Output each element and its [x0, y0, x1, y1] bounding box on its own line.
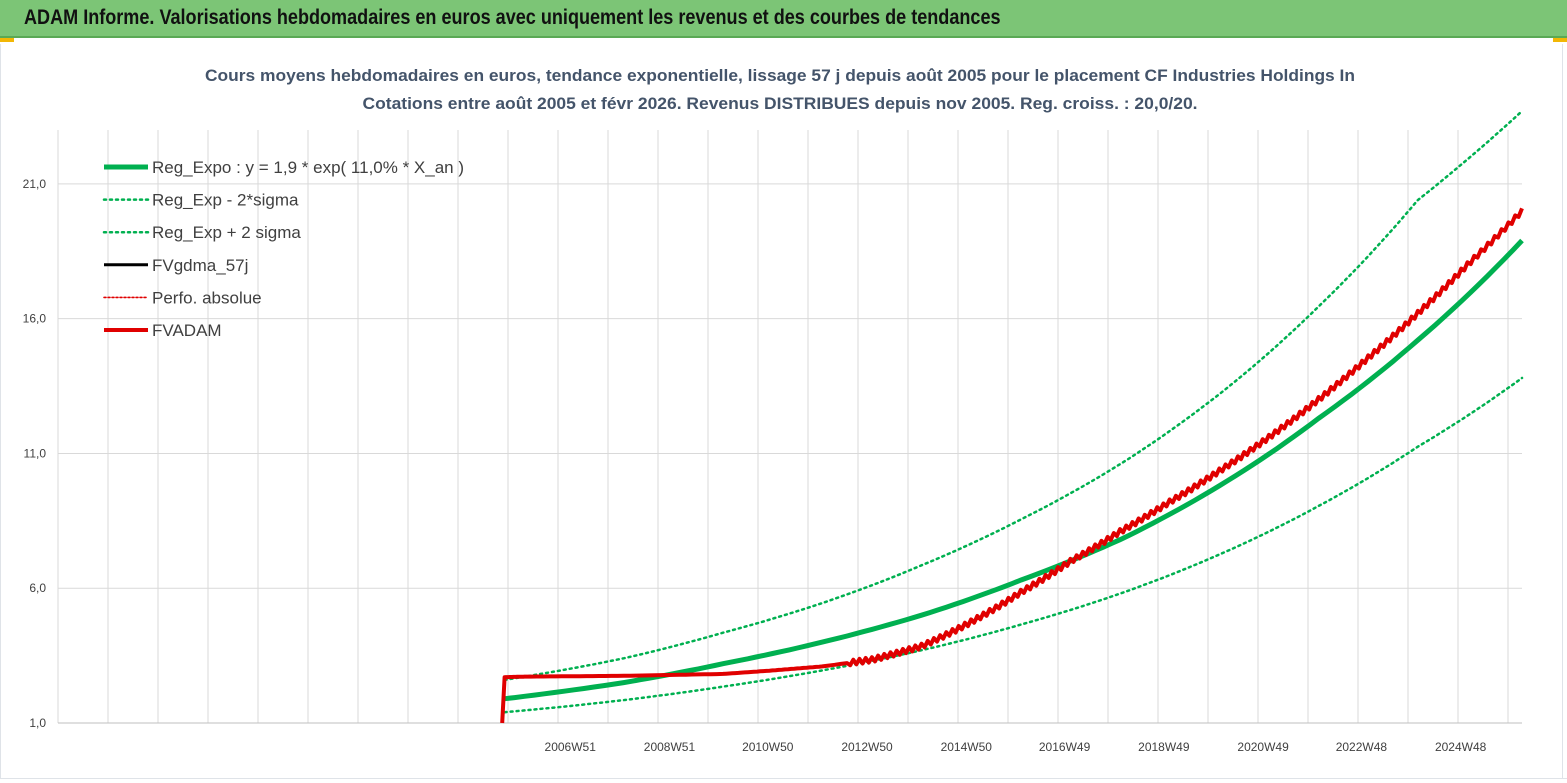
- accent-mark-left: [0, 38, 14, 42]
- y-tick-label: 6,0: [29, 581, 46, 595]
- x-tick-label: 2014W50: [941, 740, 993, 754]
- legend: Reg_Expo : y = 1,9 * exp( 11,0% * X_an )…: [102, 158, 464, 340]
- accent-mark-right: [1553, 38, 1567, 42]
- frame-right: [1562, 44, 1563, 779]
- x-tick-label: 2010W50: [742, 740, 794, 754]
- series-reg-expo: [504, 238, 1524, 702]
- report-title: ADAM Informe. Valorisations hebdomadaire…: [24, 6, 1001, 29]
- legend-label: Reg_Expo : y = 1,9 * exp( 11,0% * X_an ): [152, 158, 464, 177]
- series-reg-exp-plus-2sigma: [503, 109, 1524, 682]
- x-tick-label: 2012W50: [841, 740, 893, 754]
- gridlines: [57, 130, 1522, 723]
- y-tick-label: 16,0: [23, 312, 47, 326]
- series-group: [500, 109, 1524, 724]
- chart-title: Cours moyens hebdomadaires en euros, ten…: [205, 66, 1355, 85]
- x-tick-label: 2008W51: [644, 740, 696, 754]
- x-tick-label: 2018W49: [1138, 740, 1190, 754]
- x-tick-label: 2006W51: [545, 740, 597, 754]
- x-tick-label: 2024W48: [1435, 740, 1487, 754]
- frame-left: [0, 44, 1, 779]
- legend-label: Reg_Exp + 2 sigma: [152, 223, 301, 242]
- title-bar: ADAM Informe. Valorisations hebdomadaire…: [0, 0, 1567, 38]
- series-reg-exp-minus-2sigma: [503, 376, 1524, 714]
- chart-subtitle: Cotations entre août 2005 et févr 2026. …: [363, 94, 1198, 113]
- x-tick-label: 2020W49: [1237, 740, 1289, 754]
- series-fvadam: [500, 207, 1524, 724]
- legend-label: FVADAM: [152, 321, 222, 340]
- legend-label: FVgdma_57j: [152, 256, 248, 275]
- y-tick-label: 1,0: [29, 716, 46, 730]
- y-tick-label: 21,0: [23, 177, 47, 191]
- y-tick-label: 11,0: [24, 446, 47, 460]
- legend-label: Perfo. absolue: [152, 288, 262, 307]
- legend-label: Reg_Exp - 2*sigma: [152, 191, 299, 210]
- x-tick-label: 2016W49: [1039, 740, 1091, 754]
- x-tick-label: 2022W48: [1336, 740, 1388, 754]
- axes: 1,0 6,0 11,0 16,0 21,0 2006W51 2008W51 2010W50 2…: [23, 177, 1522, 754]
- frame-bottom: [0, 778, 1567, 779]
- chart: Cours moyens hebdomadaires en euros, ten…: [23, 66, 1524, 754]
